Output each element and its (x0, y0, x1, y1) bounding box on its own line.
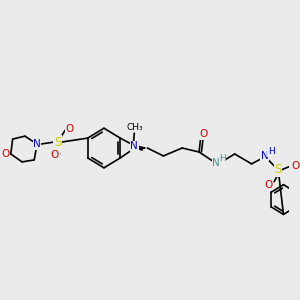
Text: S: S (54, 136, 62, 148)
Text: N: N (33, 139, 41, 149)
Text: N: N (130, 143, 138, 153)
Text: N: N (261, 151, 268, 161)
Text: N: N (130, 141, 138, 151)
Text: N: N (212, 158, 220, 168)
Text: H: H (219, 154, 226, 164)
Text: S: S (274, 163, 281, 176)
Text: CH₃: CH₃ (127, 123, 143, 132)
Text: O: O (1, 149, 9, 159)
Text: O: O (264, 180, 273, 190)
Text: O: O (51, 150, 59, 160)
Text: O: O (200, 129, 208, 139)
Text: O: O (66, 124, 74, 134)
Text: O: O (292, 161, 300, 171)
Text: H: H (268, 148, 275, 157)
